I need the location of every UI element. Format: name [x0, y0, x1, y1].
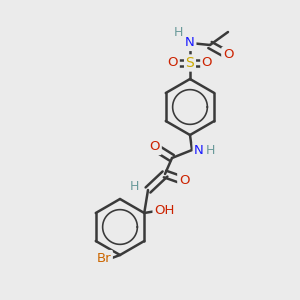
Text: H: H — [173, 26, 183, 38]
Text: O: O — [179, 173, 189, 187]
Text: H: H — [205, 143, 215, 157]
Text: OH: OH — [154, 205, 174, 218]
Text: N: N — [185, 37, 195, 50]
Text: O: O — [150, 140, 160, 154]
Text: H: H — [129, 179, 139, 193]
Text: O: O — [202, 56, 212, 70]
Text: S: S — [186, 56, 194, 70]
Text: N: N — [194, 143, 204, 157]
Text: O: O — [168, 56, 178, 70]
Text: Br: Br — [97, 251, 111, 265]
Text: O: O — [223, 49, 233, 62]
